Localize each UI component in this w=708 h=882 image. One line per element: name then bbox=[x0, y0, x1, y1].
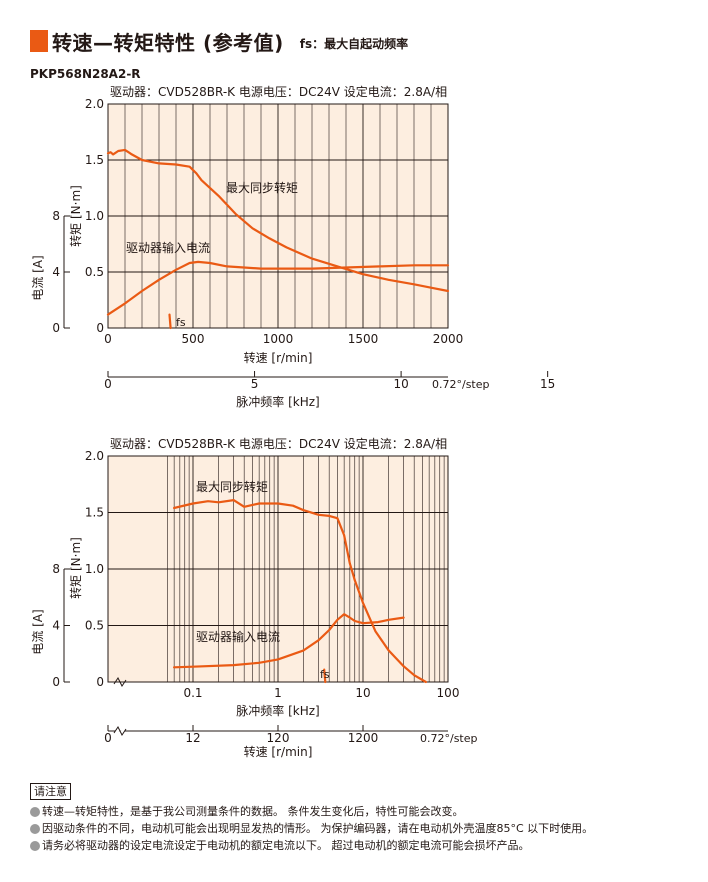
torque-curve bbox=[106, 148, 450, 293]
x2-tick-label: 120 bbox=[267, 731, 290, 745]
x2-unit-label: 0.72°/step bbox=[432, 378, 490, 391]
notice-item: 转速—转矩特性，是基于我公司测量条件的数据。 条件发生变化后，特性可能会改变。 bbox=[30, 803, 593, 820]
x2-tick-label: 15 bbox=[540, 377, 555, 391]
x-tick-label: 500 bbox=[182, 332, 205, 346]
chart1-y-ticks: 0 0.5 1.0 1.5 2.0 bbox=[85, 97, 104, 335]
x-tick-label: 1000 bbox=[263, 332, 294, 346]
y2-tick-label: 4 bbox=[52, 619, 60, 633]
y-tick-label: 1.0 bbox=[85, 209, 104, 223]
chart1-grid bbox=[108, 104, 448, 328]
chart2-x2-label: 转速 [r/min] bbox=[244, 744, 313, 759]
chart2-x-label: 脉冲频率 [kHz] bbox=[236, 703, 319, 718]
y2-tick-label: 0 bbox=[52, 321, 60, 335]
current-curve bbox=[173, 613, 405, 669]
page-title: 转速—转矩特性 (参考值) fs：最大自起动频率 bbox=[30, 26, 408, 56]
bullet-icon bbox=[30, 840, 40, 851]
x2-tick-label: 0 bbox=[104, 377, 112, 391]
y2-tick-label: 4 bbox=[52, 265, 60, 279]
axis-break-icon bbox=[113, 726, 127, 736]
notice-item: 请务必将驱动器的设定电流设定于电动机的额定电流以下。 超过电动机的额定电流可能会… bbox=[30, 837, 593, 854]
y-tick-label: 1.0 bbox=[85, 562, 104, 576]
chart1-current-curve-label: 驱动器输入电流 bbox=[126, 240, 210, 255]
x2-tick-label: 12 bbox=[185, 731, 200, 745]
x-tick-label: 10 bbox=[355, 686, 370, 700]
chart2-y-label: 转矩 [N·m] bbox=[68, 537, 83, 599]
chart2-info: 驱动器：CVD528BR-K 电源电压：DC24V 设定电流：2.8A/相 bbox=[110, 436, 447, 451]
chart2-y2-label: 电流 [A] bbox=[31, 609, 45, 654]
y2-tick-label: 8 bbox=[52, 562, 60, 576]
x2-tick-label: 10 bbox=[393, 377, 408, 391]
x2-tick-label: 1200 bbox=[348, 731, 379, 745]
chart1-y-label: 转矩 [N·m] bbox=[68, 185, 83, 247]
x-tick-label: 100 bbox=[437, 686, 460, 700]
bullet-icon bbox=[30, 806, 40, 817]
chart1-x2-label: 脉冲频率 [kHz] bbox=[236, 394, 319, 409]
x-tick-label: 2000 bbox=[433, 332, 464, 346]
fs-marker bbox=[168, 313, 172, 330]
notice-title: 请注意 bbox=[30, 783, 71, 800]
notice-list: 转速—转矩特性，是基于我公司测量条件的数据。 条件发生变化后，特性可能会改变。 … bbox=[30, 803, 593, 854]
chart1-torque-curve-label: 最大同步转矩 bbox=[226, 180, 298, 195]
chart2-series bbox=[173, 498, 427, 684]
chart1-secondary-axis: 0 5 10 15 0.72°/step bbox=[104, 371, 555, 391]
y-tick-label: 0.5 bbox=[85, 619, 104, 633]
torque-curve bbox=[173, 498, 427, 684]
chart1-info: 驱动器：CVD528BR-K 电源电压：DC24V 设定电流：2.8A/相 bbox=[110, 84, 447, 99]
chart2-current-curve-label: 驱动器输入电流 bbox=[196, 629, 280, 644]
bullet-icon bbox=[30, 823, 40, 834]
x2-tick-label: 0 bbox=[104, 731, 112, 745]
chart2-secondary-axis: 0 12 120 1200 0.72°/step bbox=[104, 725, 478, 745]
chart1-current-axis: 0 4 8 bbox=[52, 209, 70, 335]
x-tick-label: 1 bbox=[274, 686, 282, 700]
chart2-y-ticks: 0 0.5 1.0 1.5 2.0 bbox=[85, 449, 104, 689]
title-text: 转速—转矩特性 (参考值) bbox=[52, 30, 284, 55]
y-tick-label: 0 bbox=[96, 675, 104, 689]
chart1-y2-label: 电流 [A] bbox=[31, 255, 45, 300]
y-tick-label: 1.5 bbox=[85, 506, 104, 520]
current-curve bbox=[106, 260, 450, 316]
x-tick-label: 1500 bbox=[348, 332, 379, 346]
chart1-fs-label: fs bbox=[176, 316, 186, 329]
chart2-current-axis: 0 4 8 bbox=[52, 562, 70, 689]
chart1-x-label: 转速 [r/min] bbox=[244, 350, 313, 365]
x-tick-label: 0.1 bbox=[183, 686, 202, 700]
chart2-grid bbox=[108, 456, 448, 682]
chart2-x-ticks: 0.1 1 10 100 bbox=[113, 677, 460, 700]
y-tick-label: 2.0 bbox=[85, 97, 104, 111]
chart1-series bbox=[106, 148, 450, 330]
notice-item: 因驱动条件的不同，电动机可能会出现明显发热的情形。 为保护编码器，请在电动机外壳… bbox=[30, 820, 593, 837]
fs-definition: fs：最大自起动频率 bbox=[299, 36, 409, 51]
chart-speed-torque-linear: 驱动器：CVD528BR-K 电源电压：DC24V 设定电流：2.8A/相 00… bbox=[31, 84, 555, 409]
y-tick-label: 0.5 bbox=[85, 265, 104, 279]
model-number: PKP568N28A2-R bbox=[30, 67, 141, 81]
y2-tick-label: 0 bbox=[52, 675, 60, 689]
y-tick-label: 0 bbox=[96, 321, 104, 335]
chart2-fs-label: fs bbox=[320, 668, 330, 681]
y-tick-label: 1.5 bbox=[85, 153, 104, 167]
y-tick-label: 2.0 bbox=[85, 449, 104, 463]
chart1-x-ticks: 0 500 1000 1500 2000 bbox=[104, 332, 463, 346]
fs-marker bbox=[323, 668, 327, 684]
x-tick-label: 0 bbox=[104, 332, 112, 346]
x2-unit-label: 0.72°/step bbox=[420, 732, 478, 745]
chart2-torque-curve-label: 最大同步转矩 bbox=[196, 479, 268, 494]
x2-tick-label: 5 bbox=[251, 377, 259, 391]
y2-tick-label: 8 bbox=[52, 209, 60, 223]
axis-break-icon bbox=[113, 677, 127, 687]
title-marker bbox=[30, 30, 48, 52]
chart-speed-torque-log: 驱动器：CVD528BR-K 电源电压：DC24V 设定电流：2.8A/相 00… bbox=[31, 436, 478, 759]
